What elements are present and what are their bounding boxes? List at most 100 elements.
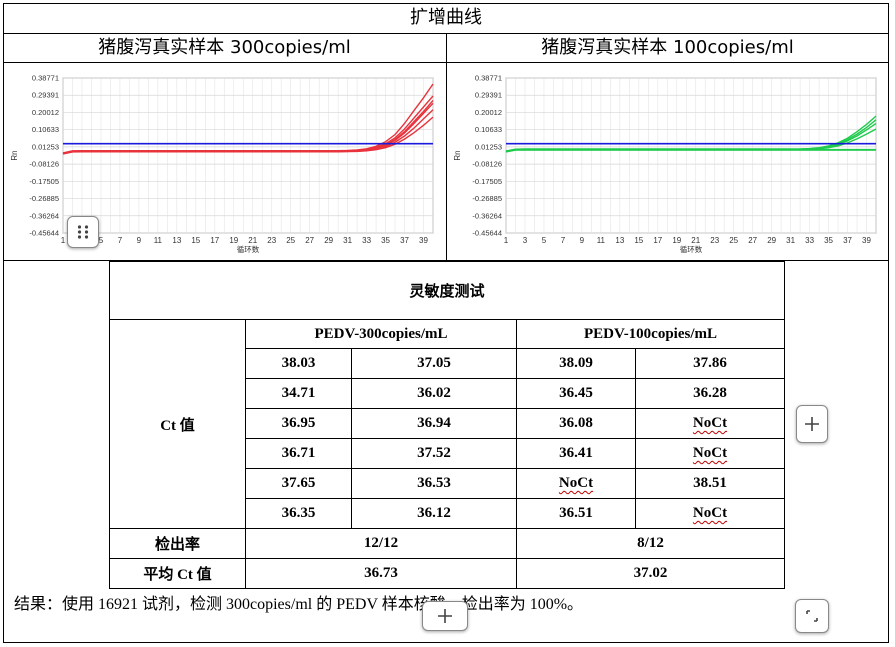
table-cell: 34.71 (245, 378, 352, 409)
x-tick-label: 29 (767, 236, 776, 245)
table-cell: 36.35 (245, 498, 352, 529)
x-tick-label: 25 (286, 236, 295, 245)
chart-column-divider (446, 33, 447, 261)
table-row: 36.71 37.52 36.41 NoCt (110, 438, 785, 469)
add-column-button[interactable] (796, 405, 828, 443)
chart-caption-300: 猪腹泻真实样本 300copies/ml (98, 37, 351, 58)
y-tick-label: -0.26885 (29, 194, 59, 203)
amplification-chart-300: 0.38771 0.29391 0.20012 0.10633 0.01253 -0.08… (6, 66, 442, 256)
x-tick-label: 37 (843, 236, 852, 245)
y-tick-label: -0.36264 (472, 211, 502, 220)
noct-value: NoCt (692, 505, 728, 521)
x-tick-label: 39 (862, 236, 871, 245)
x-tick-label: 15 (191, 236, 200, 245)
x-tick-label: 27 (305, 236, 314, 245)
table-cell: 37.52 (351, 438, 517, 469)
x-tick-label: 21 (691, 236, 700, 245)
x-tick-label: 23 (267, 236, 276, 245)
group-header-300: PEDV-300copies/mL (245, 319, 517, 349)
table-cell: 36.12 (351, 498, 517, 529)
x-tick-label: 19 (229, 236, 238, 245)
x-tick-label: 9 (580, 236, 585, 245)
table-cell: 36.28 (635, 378, 785, 409)
table-row: 36.95 36.94 36.08 NoCt (110, 408, 785, 439)
x-tick-label: 33 (362, 236, 371, 245)
x-tick-label: 37 (400, 236, 409, 245)
table-cell: 38.51 (635, 468, 785, 499)
y-tick-label: -0.08126 (29, 160, 59, 169)
group-header-100: PEDV-100copies/mL (516, 319, 785, 349)
table-cell: 36.53 (351, 468, 517, 499)
page-title: 扩增曲线 (410, 7, 482, 28)
chart-caption-100: 猪腹泻真实样本 100copies/ml (541, 37, 794, 58)
x-tick-label: 5 (542, 236, 547, 245)
x-tick-label: 31 (343, 236, 352, 245)
table-cell: 37.05 (351, 348, 517, 379)
average-ct-label: 平均 Ct 值 (109, 558, 246, 589)
y-axis-label: Rn (453, 150, 462, 160)
y-tick-label: -0.17505 (472, 177, 502, 186)
detection-rate-300: 12/12 (245, 528, 517, 559)
x-tick-label: 27 (748, 236, 757, 245)
amplification-chart-100: 0.38771 0.29391 0.20012 0.10633 0.01253 -0.08… (449, 66, 885, 256)
y-tick-label: 0.01253 (32, 142, 59, 151)
add-row-button[interactable] (422, 601, 468, 631)
y-tick-label: 0.20012 (32, 108, 59, 117)
x-tick-label: 3 (523, 236, 528, 245)
y-tick-label: -0.08126 (472, 160, 502, 169)
x-tick-label: 7 (118, 236, 123, 245)
x-tick-label: 39 (419, 236, 428, 245)
y-tick-label: 0.38771 (32, 74, 59, 83)
y-tick-label: 0.29391 (475, 91, 502, 100)
x-tick-label: 9 (137, 236, 142, 245)
x-tick-label: 21 (248, 236, 257, 245)
x-tick-label: 11 (597, 236, 606, 245)
table-cell: 38.03 (245, 348, 352, 379)
x-tick-label: 11 (154, 236, 163, 245)
y-tick-label: 0.29391 (32, 91, 59, 100)
x-tick-label: 15 (634, 236, 643, 245)
plus-icon (438, 609, 452, 623)
x-tick-label: 1 (504, 236, 509, 245)
table-row: 38.03 37.05 38.09 37.86 (110, 348, 785, 379)
x-tick-label: 17 (210, 236, 219, 245)
average-ct-300: 36.73 (245, 558, 517, 589)
group-header-300-text: PEDV-300copies/mL (314, 325, 448, 342)
x-tick-label: 1 (61, 236, 66, 245)
amplification-curve (505, 149, 876, 153)
detection-rate-label: 检出率 (109, 528, 246, 559)
plot-area (505, 77, 877, 234)
average-ct-row: 平均 Ct 值 36.73 37.02 (109, 558, 785, 589)
sensitivity-table: 灵敏度测试 Ct 值 PEDV-300copies/mL PEDV-100cop… (109, 261, 785, 589)
table-cell: 36.41 (516, 438, 636, 469)
plus-icon (805, 417, 819, 431)
document-frame (3, 3, 889, 643)
chart-100-svg: 0.38771 0.29391 0.20012 0.10633 0.01253 -0.08… (453, 74, 877, 254)
drag-handle-button[interactable] (67, 216, 99, 248)
table-row: 36.35 36.12 36.51 NoCt (110, 498, 785, 529)
chart-300-svg: 0.38771 0.29391 0.20012 0.10633 0.01253 -0.08… (10, 74, 434, 254)
x-tick-label: 19 (672, 236, 681, 245)
x-tick-label: 17 (653, 236, 662, 245)
grid-dots-icon (77, 225, 89, 239)
resize-table-button[interactable] (795, 599, 829, 633)
detection-rate-row: 检出率 12/12 8/12 (109, 528, 785, 559)
ct-label: Ct 值 (109, 319, 246, 529)
x-tick-label: 13 (172, 236, 181, 245)
x-tick-label: 23 (710, 236, 719, 245)
x-axis-label: 循环数 (237, 244, 260, 254)
detection-rate-100: 8/12 (516, 528, 785, 559)
y-tick-label: 0.01253 (475, 142, 502, 151)
noct-value: NoCt (558, 475, 594, 491)
table-cell: NoCt (635, 498, 785, 529)
group-header-100-text: PEDV-100copies/mL (583, 325, 718, 342)
table-cell: NoCt (635, 438, 785, 469)
x-tick-label: 35 (824, 236, 833, 245)
y-axis-label: Rn (10, 150, 19, 160)
x-tick-label: 25 (729, 236, 738, 245)
x-tick-label: 29 (324, 236, 333, 245)
table-cell: 37.65 (245, 468, 352, 499)
y-tick-label: -0.45644 (472, 229, 502, 238)
y-tick-label: 0.10633 (32, 125, 59, 134)
table-cell: 36.95 (245, 408, 352, 439)
